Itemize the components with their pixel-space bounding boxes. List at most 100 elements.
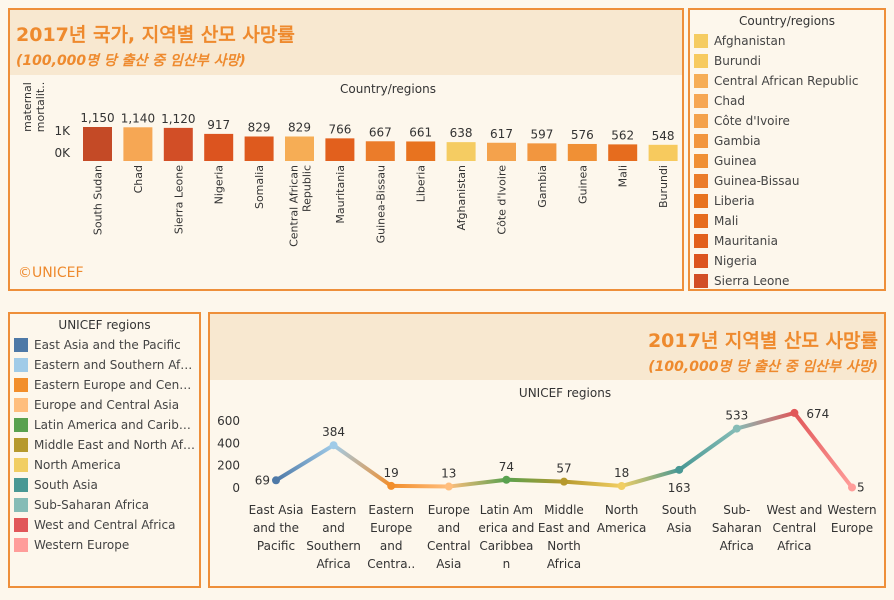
bar[interactable]	[608, 144, 638, 161]
legend-label: Western Europe	[34, 538, 130, 552]
country-legend-item[interactable]: Gambia	[694, 132, 880, 150]
bar[interactable]	[446, 142, 476, 161]
data-point[interactable]	[560, 477, 568, 486]
region-legend-item[interactable]: South Asia	[14, 476, 195, 494]
legend-swatch	[694, 174, 708, 188]
bar-value-label: 829	[288, 120, 311, 134]
country-legend-item[interactable]: Burundi	[694, 52, 880, 70]
point-value-label: 69	[255, 473, 270, 487]
country-legend-item[interactable]: Sierra Leone	[694, 272, 880, 289]
region-legend-title: UNICEF regions	[58, 318, 151, 332]
data-point[interactable]	[272, 476, 280, 485]
legend-label: Latin America and Caribbean	[34, 418, 195, 432]
legend-label: Chad	[714, 94, 745, 108]
data-point[interactable]	[790, 408, 799, 417]
bar[interactable]	[123, 127, 153, 161]
x-tick-label: Europe and Central Asia	[427, 503, 471, 571]
region-legend-item[interactable]: Eastern Europe and Central...	[14, 376, 195, 394]
legend-swatch	[14, 338, 28, 352]
country-legend-item[interactable]: Guinea-Bissau	[694, 172, 880, 190]
data-point[interactable]	[848, 483, 856, 492]
bar-value-label: 597	[530, 127, 553, 141]
series-line-segment	[619, 467, 682, 488]
country-legend-item[interactable]: Liberia	[694, 192, 880, 210]
region-legend-item[interactable]: East Asia and the Pacific	[14, 336, 195, 354]
legend-swatch	[14, 478, 28, 492]
country-chart-subtitle: (100,000명 당 출산 중 임산부 사망)	[16, 53, 246, 69]
bar[interactable]	[365, 141, 395, 161]
legend-label: Liberia	[714, 194, 755, 208]
bar[interactable]	[325, 138, 355, 161]
y-tick-label: 1K	[54, 124, 71, 138]
bar[interactable]	[244, 136, 274, 161]
region-legend-item[interactable]: Western Europe	[14, 536, 195, 554]
series-line-segment	[389, 483, 451, 489]
data-point[interactable]	[329, 441, 338, 450]
legend-swatch	[694, 54, 708, 68]
region-legend-item[interactable]: Europe and Central Asia	[14, 396, 195, 414]
x-tick-label: North America	[597, 503, 647, 535]
x-tick-label: South Sudan	[92, 165, 105, 235]
country-legend-item[interactable]: Central African Republic	[694, 72, 880, 90]
country-legend-item[interactable]: Guinea	[694, 152, 880, 170]
legend-swatch	[694, 94, 708, 108]
country-legend-item[interactable]: Mauritania	[694, 232, 880, 250]
legend-label: Nigeria	[714, 254, 757, 268]
y-tick-label: 0	[232, 481, 240, 495]
country-legend-item[interactable]: Mali	[694, 212, 880, 230]
point-value-label: 5	[857, 480, 865, 494]
bar[interactable]	[163, 127, 193, 161]
data-point[interactable]	[444, 482, 453, 491]
legend-swatch	[14, 498, 28, 512]
legend-label: Mauritania	[714, 234, 778, 248]
data-point[interactable]	[675, 465, 684, 474]
data-point[interactable]	[732, 424, 741, 433]
bar[interactable]	[83, 127, 112, 161]
legend-label: Gambia	[714, 134, 761, 148]
legend-swatch	[694, 34, 708, 48]
region-legend-item[interactable]: West and Central Africa	[14, 516, 195, 534]
bar-value-label: 766	[328, 122, 351, 136]
bar-value-label: 661	[409, 125, 432, 139]
series-line-segment	[562, 479, 624, 488]
x-tick-label: Guinea	[576, 165, 589, 204]
bar[interactable]	[285, 136, 314, 161]
data-point[interactable]	[387, 481, 396, 490]
bar-value-label: 1,150	[80, 111, 114, 125]
region-chart-subtitle: (100,000명 당 출산 중 임산부 사망)	[648, 359, 878, 375]
bar-chart-title: Country/regions	[340, 82, 436, 96]
bar[interactable]	[527, 143, 557, 161]
bar[interactable]	[567, 143, 597, 161]
legend-swatch	[694, 74, 708, 88]
country-bar-chart: Country/regions maternalmortalit.. 1K 0K 1,1…	[21, 82, 678, 247]
region-legend-item[interactable]: Sub-Saharan Africa	[14, 496, 195, 514]
bar[interactable]	[648, 144, 678, 161]
country-legend-item[interactable]: Côte d'Ivoire	[694, 112, 880, 130]
bar-value-label: 1,140	[121, 111, 155, 125]
point-value-label: 533	[725, 409, 748, 423]
x-tick-label: Latin Am erica and Caribbea n	[478, 503, 534, 571]
legend-label: Europe and Central Asia	[34, 398, 180, 412]
bar[interactable]	[406, 141, 436, 161]
country-legend-item[interactable]: Chad	[694, 92, 880, 110]
bar[interactable]	[204, 133, 234, 161]
series-line-segment	[446, 477, 509, 489]
region-legend-item[interactable]: North America	[14, 456, 195, 474]
region-legend-item[interactable]: Middle East and North Africa	[14, 436, 195, 454]
bar-value-label: 638	[450, 126, 473, 140]
legend-label: East Asia and the Pacific	[34, 338, 181, 352]
country-legend-item[interactable]: Afghanistan	[694, 32, 880, 50]
region-legend-item[interactable]: Eastern and Southern Africa	[14, 356, 195, 374]
legend-swatch	[694, 234, 708, 248]
point-value-label: 74	[499, 460, 514, 474]
data-point[interactable]	[617, 481, 626, 490]
bar[interactable]	[487, 142, 516, 161]
y-tick-label: 400	[217, 436, 240, 450]
legend-swatch	[14, 438, 28, 452]
country-legend-item[interactable]: Nigeria	[694, 252, 880, 270]
y-tick-label: 200	[217, 459, 240, 473]
data-point[interactable]	[502, 475, 511, 484]
point-value-label: 57	[556, 462, 571, 476]
bar-value-label: 917	[207, 118, 230, 132]
region-legend-item[interactable]: Latin America and Caribbean	[14, 416, 195, 434]
